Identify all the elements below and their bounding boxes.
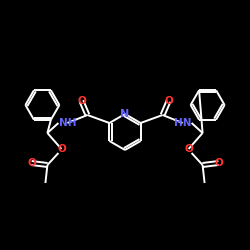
- Text: O: O: [77, 96, 86, 106]
- Text: O: O: [214, 158, 223, 168]
- Text: N: N: [120, 109, 130, 119]
- Text: HN: HN: [174, 118, 191, 128]
- Text: NH: NH: [59, 118, 76, 128]
- Text: O: O: [57, 144, 66, 154]
- Text: O: O: [27, 158, 36, 168]
- Text: O: O: [184, 144, 193, 154]
- Text: O: O: [164, 96, 173, 106]
